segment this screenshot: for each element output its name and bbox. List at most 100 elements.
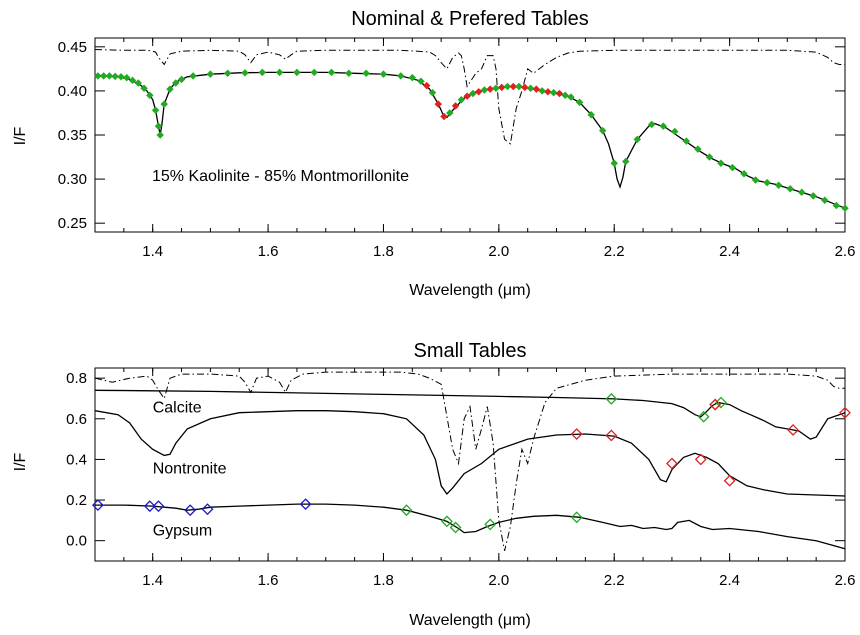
nominal-point <box>146 91 154 100</box>
calcite-marker <box>605 392 618 405</box>
nominal-point <box>763 178 771 187</box>
panel-title: Small Tables <box>413 340 526 362</box>
nominal-point <box>798 188 806 197</box>
nominal-point <box>786 185 794 193</box>
nominal-point <box>841 204 849 212</box>
nominal-point <box>293 68 301 77</box>
nontronite-curve <box>94 410 846 497</box>
y-tick-label: 0.6 <box>66 411 87 428</box>
nominal-point <box>610 159 618 167</box>
nominal-point <box>123 73 131 82</box>
nontronite-marker <box>605 429 618 442</box>
nominal-point <box>258 68 267 77</box>
nontronite-marker <box>709 398 722 411</box>
prefered-point <box>544 88 552 96</box>
nominal-point <box>503 82 512 91</box>
y-tick-label: 0.35 <box>58 127 87 144</box>
prefered-point <box>440 112 448 121</box>
nominal-point <box>154 122 163 130</box>
x-tick-label: 1.6 <box>258 243 279 260</box>
nominal-point <box>809 192 817 200</box>
nominal-point <box>140 84 148 92</box>
calcite-marker <box>715 396 727 409</box>
nominal-point <box>111 72 119 81</box>
x-tick-label: 1.8 <box>373 243 394 260</box>
nominal-point <box>622 157 630 166</box>
nominal-point <box>223 69 232 77</box>
prefered-point <box>521 83 529 92</box>
calcite-label: Calcite <box>153 400 202 417</box>
x-tick-label: 2.4 <box>719 243 740 260</box>
marker-layer <box>91 392 851 534</box>
nominal-point <box>327 68 336 77</box>
x-axis-label: Wavelength (μm) <box>409 282 531 299</box>
nominal-point <box>134 79 142 87</box>
nominal-point <box>575 98 584 107</box>
nominal-point <box>117 73 125 81</box>
prefered-point <box>474 88 483 96</box>
nominal-point <box>156 131 164 139</box>
nominal-point <box>408 73 417 82</box>
nominal-point <box>362 69 370 77</box>
point-layer <box>94 68 849 212</box>
y-tick-label: 0.0 <box>66 533 87 550</box>
nominal-point <box>567 93 575 101</box>
calcite-marker <box>400 504 413 517</box>
nominal-point <box>428 88 437 97</box>
nominal-point <box>659 122 667 130</box>
prefered-point <box>555 89 564 98</box>
nominal-point <box>751 176 760 184</box>
gypsum-marker <box>143 500 156 513</box>
nominal-point <box>740 170 748 178</box>
nominal-point <box>166 85 174 93</box>
panel-title: Nominal & Prefered Tables <box>351 8 589 30</box>
nominal-point <box>821 196 829 204</box>
y-tick-label: 0.45 <box>58 39 87 56</box>
nominal-point <box>598 126 607 135</box>
prefered-point <box>434 100 442 108</box>
nontronite-label: Nontronite <box>153 461 227 478</box>
prefered-point <box>532 85 541 93</box>
mixture-annotation: 15% Kaolinite - 85% Montmorillonite <box>152 168 409 185</box>
nontronite-marker <box>570 428 583 440</box>
nominal-point <box>379 70 388 78</box>
plot-frame <box>94 37 846 233</box>
nominal-point <box>446 109 454 117</box>
nominal-point <box>310 68 318 77</box>
small-tables-panel: Small Tables I/F Wavelength (μm) 1.4 1.6 1… <box>12 340 855 629</box>
nominal-point <box>241 69 249 77</box>
prefered-point <box>463 92 471 100</box>
nominal-point <box>189 72 197 80</box>
nominal-point <box>561 91 569 100</box>
calcite-marker <box>570 511 583 524</box>
nominal-point <box>417 77 425 85</box>
y-axis-label: I/F <box>12 126 29 145</box>
nominal-point <box>515 82 523 91</box>
nominal-point <box>549 88 558 97</box>
reference-curve <box>94 49 845 145</box>
gypsum-curve <box>95 503 846 550</box>
nominal-point <box>151 106 160 115</box>
calcite-marker <box>484 518 497 531</box>
reference-curve <box>94 371 845 551</box>
x-tick-label: 2.6 <box>835 572 856 589</box>
nominal-point <box>587 110 595 119</box>
nominal-point <box>128 76 137 85</box>
nominal-point <box>105 72 114 80</box>
y-tick-label: 0.8 <box>66 370 87 387</box>
nominal-point <box>492 84 500 92</box>
prefered-point <box>451 102 460 110</box>
nominal-point <box>717 159 725 167</box>
x-tick-label: 1.4 <box>142 572 163 589</box>
gypsum-marker <box>201 503 214 516</box>
nontronite-marker <box>666 457 678 470</box>
nominal-point <box>172 79 180 87</box>
prefered-point <box>486 85 494 93</box>
y-tick-label: 0.40 <box>58 83 87 100</box>
nominal-point <box>774 181 783 189</box>
calcite-marker <box>449 521 462 534</box>
label-layer: Calcite Nontronite Gypsum <box>153 400 227 540</box>
nominal-point <box>160 100 168 108</box>
x-tick-label: 2.2 <box>604 572 625 589</box>
